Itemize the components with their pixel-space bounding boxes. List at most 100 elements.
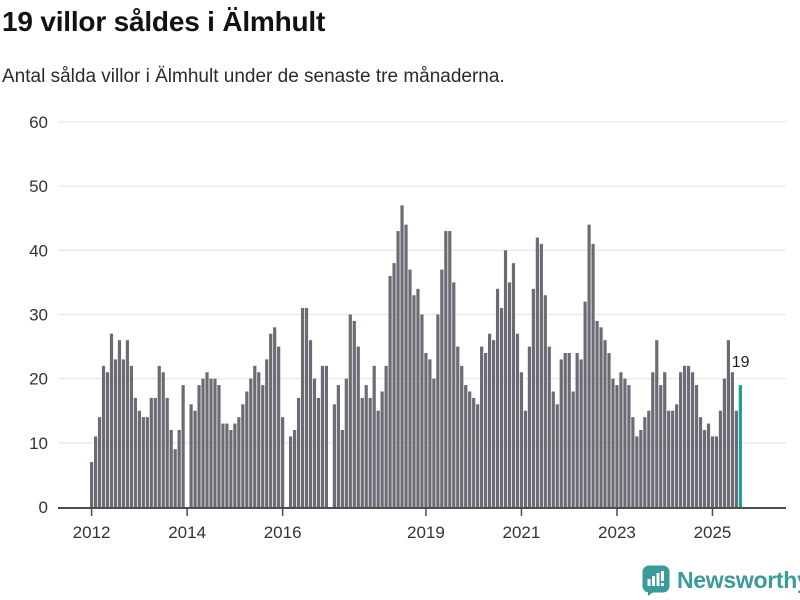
- bar: [440, 269, 444, 507]
- y-axis-tick-label: 50: [29, 177, 48, 196]
- bar: [245, 391, 249, 507]
- bar: [599, 327, 603, 507]
- bar: [507, 282, 512, 507]
- newsworthy-logo[interactable]: Newsworthy: [642, 565, 800, 596]
- bar: [687, 365, 691, 507]
- bar: [336, 385, 340, 507]
- bar: [515, 333, 520, 507]
- bar: [300, 308, 305, 507]
- bar: [312, 378, 317, 507]
- bar: [209, 378, 213, 507]
- bar: [587, 224, 591, 508]
- bar: [221, 423, 225, 507]
- bar: [93, 436, 98, 507]
- bar: [316, 397, 321, 507]
- bar: [436, 314, 440, 507]
- bar: [663, 372, 667, 507]
- bar: [360, 397, 364, 507]
- bar: [655, 340, 659, 507]
- y-axis-tick-label: 40: [29, 241, 48, 260]
- bar: [225, 423, 229, 507]
- bar-chart: 0 10 20 30 40 50 60 2012 2014 2016 2019 2021 2023 202…: [29, 113, 786, 542]
- bar: [400, 205, 404, 507]
- x-axis-year-label: 2014: [168, 523, 206, 542]
- bar: [659, 385, 663, 507]
- bar: [619, 372, 623, 507]
- bar: [683, 365, 687, 507]
- y-axis-tick-label: 10: [29, 434, 48, 453]
- bar: [304, 308, 309, 507]
- bar: [289, 436, 293, 507]
- bar: [635, 436, 639, 507]
- bar: [332, 404, 336, 507]
- bar: [424, 352, 428, 507]
- bar: [165, 397, 169, 507]
- bar: [631, 417, 635, 507]
- bar: [547, 346, 551, 507]
- bar: [257, 372, 261, 507]
- bar: [571, 391, 575, 507]
- bar: [539, 243, 543, 507]
- bar: [241, 404, 245, 507]
- bar: [97, 417, 102, 507]
- bar: [153, 397, 157, 507]
- bar: [583, 301, 587, 507]
- bar: [408, 269, 412, 507]
- y-axis-tick-label: 60: [29, 113, 48, 132]
- bar: [627, 385, 631, 507]
- bar: [575, 352, 579, 507]
- y-axis-tick-label: 20: [29, 370, 48, 389]
- newsworthy-logo-text: Newsworthy: [677, 567, 800, 593]
- bar: [109, 333, 114, 507]
- bar: [296, 397, 301, 507]
- bar: [277, 346, 281, 507]
- bar: [320, 365, 325, 507]
- bar: [269, 333, 273, 507]
- x-axis-year-label: 2016: [264, 523, 302, 542]
- bar: [90, 462, 94, 507]
- bar: [615, 385, 619, 507]
- bar: [173, 449, 177, 507]
- bar: [643, 417, 647, 507]
- bar: [265, 359, 269, 507]
- bar: [559, 359, 563, 507]
- bar: [694, 385, 699, 507]
- bar: [714, 436, 719, 507]
- bar: [281, 417, 285, 507]
- bar: [503, 250, 508, 507]
- bar: [169, 429, 173, 507]
- bar: [340, 429, 344, 507]
- bar: [149, 397, 153, 507]
- bar: [679, 372, 683, 507]
- bar: [404, 224, 408, 508]
- bar: [698, 417, 703, 507]
- bar: [348, 314, 352, 507]
- bar: [253, 365, 257, 507]
- bar: [384, 365, 388, 507]
- bar: [468, 391, 472, 507]
- bar: [531, 288, 535, 507]
- bar: [543, 295, 547, 507]
- bar: [511, 263, 516, 507]
- bar: [690, 372, 695, 507]
- bar: [452, 282, 456, 507]
- bar: [125, 340, 130, 507]
- bar: [671, 410, 675, 507]
- bar: [710, 436, 715, 507]
- bar: [488, 333, 492, 507]
- y-axis-tick-label: 30: [29, 305, 48, 324]
- bar: [551, 391, 555, 507]
- x-axis-year-label: 2019: [407, 523, 445, 542]
- bar: [181, 385, 185, 507]
- highlighted-bar: [738, 385, 742, 507]
- bar: [376, 410, 380, 507]
- bar: [706, 423, 711, 507]
- bar: [308, 340, 313, 507]
- bar: [233, 423, 237, 507]
- page-title: 19 villor såldes i Älmhult: [2, 6, 326, 37]
- bar: [519, 372, 524, 507]
- bar: [416, 288, 420, 507]
- bar: [595, 320, 599, 507]
- bar: [113, 359, 118, 507]
- bar: [734, 410, 738, 507]
